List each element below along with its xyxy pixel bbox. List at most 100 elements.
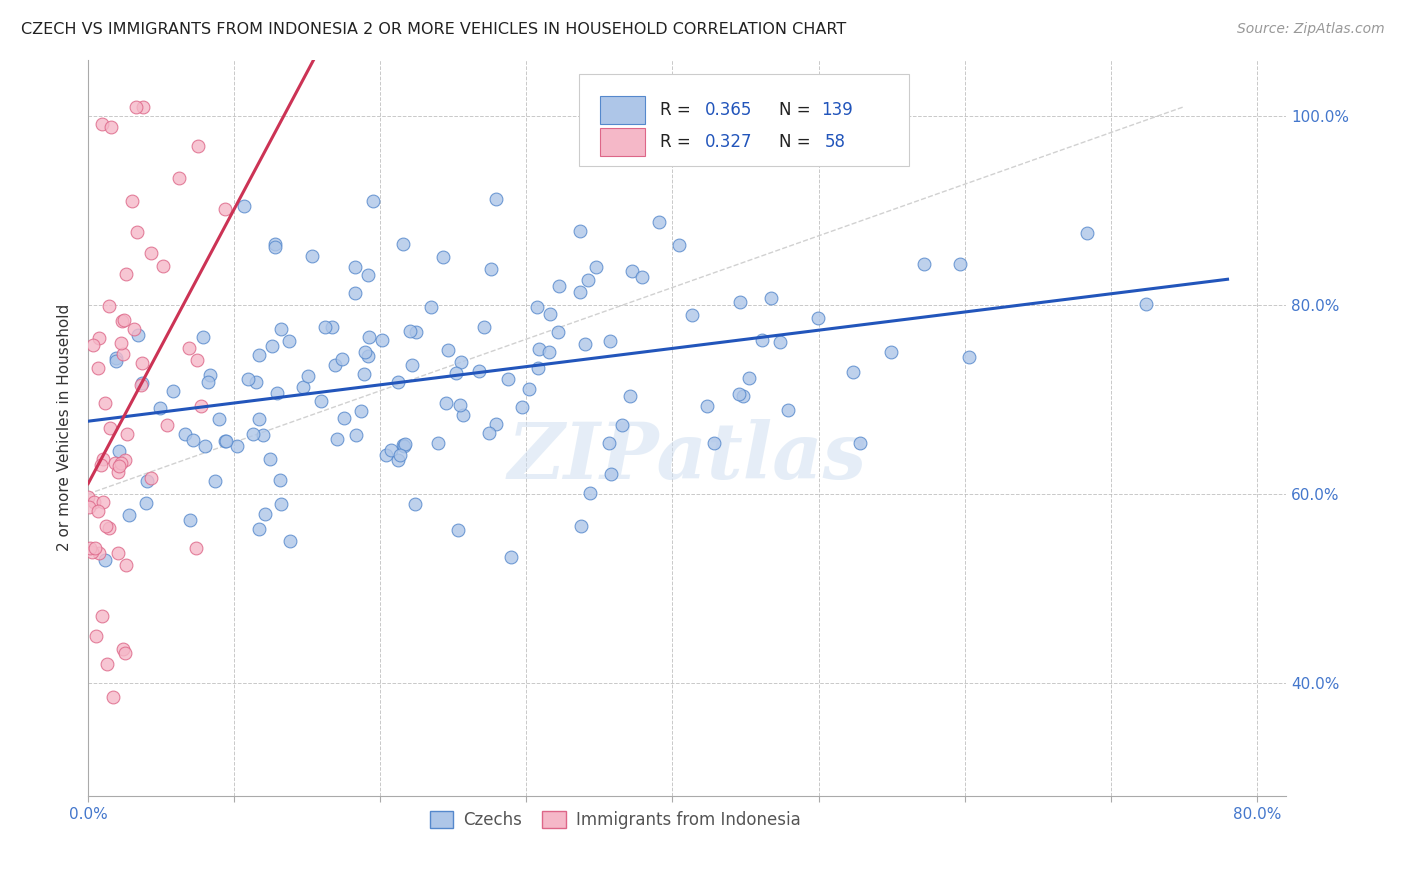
Point <box>620 263 643 277</box>
Point <box>110 336 132 351</box>
Point <box>82 338 104 352</box>
Point <box>135 496 157 510</box>
Point <box>668 237 690 252</box>
Point <box>380 443 402 458</box>
Point <box>576 273 599 287</box>
Point <box>527 360 550 375</box>
Point <box>392 237 415 252</box>
Point <box>547 326 569 340</box>
Point <box>314 320 336 334</box>
Point <box>449 398 471 412</box>
Point <box>398 324 420 338</box>
Point <box>427 436 450 450</box>
Point <box>132 100 155 114</box>
Point <box>353 367 375 381</box>
Point <box>94 519 117 533</box>
Point <box>125 225 148 239</box>
Point <box>696 399 718 413</box>
Point <box>266 386 288 401</box>
Point <box>598 436 620 450</box>
Point <box>957 350 980 364</box>
Point <box>326 432 349 446</box>
Point <box>112 642 135 657</box>
Point <box>419 300 441 314</box>
Point <box>631 269 654 284</box>
Point <box>86 504 108 518</box>
Point <box>259 452 281 467</box>
Point <box>262 338 284 352</box>
Point <box>437 343 460 358</box>
Text: ZIPatlas: ZIPatlas <box>508 419 866 496</box>
Point <box>131 376 153 391</box>
Point <box>350 403 373 417</box>
Point <box>578 485 600 500</box>
Point <box>354 345 377 359</box>
Point <box>404 497 426 511</box>
Point <box>569 519 592 533</box>
Point <box>270 322 292 336</box>
FancyBboxPatch shape <box>579 74 908 167</box>
Point <box>104 353 127 368</box>
Point <box>208 412 231 426</box>
Text: R =: R = <box>659 101 696 120</box>
Point <box>125 100 148 114</box>
Point <box>912 257 935 271</box>
Point <box>131 356 153 370</box>
Point <box>91 494 114 508</box>
Point <box>96 657 118 671</box>
Point <box>108 444 131 458</box>
Point <box>778 403 800 417</box>
Point <box>472 320 495 334</box>
Point <box>357 330 380 344</box>
Point <box>149 401 172 415</box>
Point <box>94 396 117 410</box>
Point <box>104 457 127 471</box>
Point <box>247 522 270 536</box>
Point <box>759 291 782 305</box>
Point <box>107 546 129 560</box>
Point <box>91 452 114 467</box>
Point <box>111 347 134 361</box>
Point <box>728 294 751 309</box>
Point <box>233 199 256 213</box>
Text: 58: 58 <box>825 133 846 151</box>
Point <box>187 139 209 153</box>
Point <box>619 389 641 403</box>
Point <box>214 434 236 448</box>
Point <box>111 314 134 328</box>
Text: N =: N = <box>779 133 815 151</box>
Point <box>277 334 299 349</box>
Point <box>599 334 621 349</box>
Point <box>848 436 870 450</box>
Point <box>107 466 129 480</box>
Point <box>738 371 761 385</box>
Point <box>204 474 226 488</box>
Point <box>434 396 457 410</box>
Point <box>569 224 592 238</box>
Point <box>253 507 276 521</box>
Point <box>499 549 522 564</box>
Point <box>387 375 409 389</box>
Point <box>245 375 267 389</box>
Point <box>197 375 219 389</box>
Text: R =: R = <box>659 133 696 151</box>
Point <box>215 434 238 448</box>
Text: N =: N = <box>779 101 815 120</box>
Point <box>83 495 105 509</box>
Point <box>141 246 163 260</box>
Point <box>879 345 901 359</box>
Point <box>98 421 121 435</box>
Point <box>599 467 621 481</box>
Point <box>184 541 207 556</box>
Point <box>450 355 472 369</box>
Point <box>510 401 533 415</box>
Point <box>226 439 249 453</box>
Point <box>548 278 571 293</box>
Point <box>87 546 110 560</box>
Point <box>538 307 561 321</box>
Point <box>114 267 136 281</box>
Point <box>517 382 540 396</box>
Point <box>444 366 467 380</box>
Point <box>405 325 427 339</box>
Point <box>485 192 508 206</box>
